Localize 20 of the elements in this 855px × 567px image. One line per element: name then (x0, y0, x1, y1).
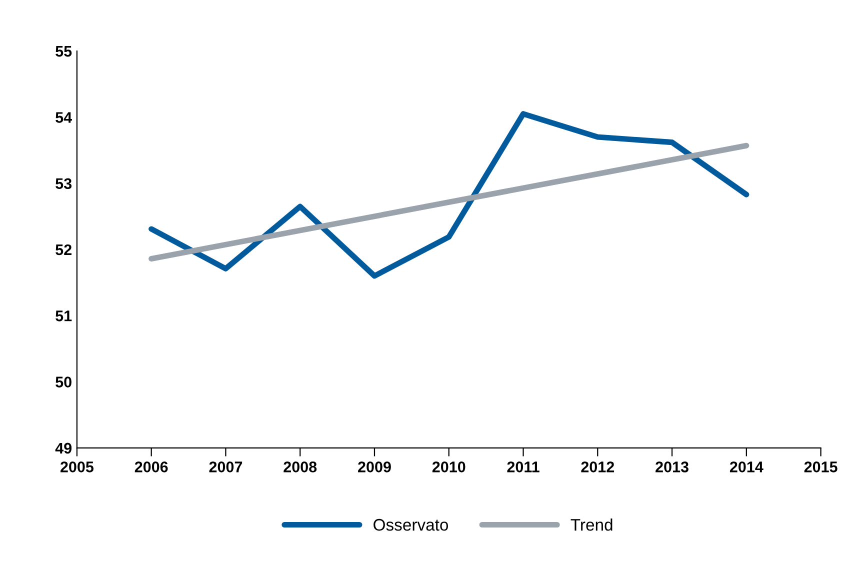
legend-label: Trend (570, 518, 612, 531)
x-tick-label: 2015 (804, 462, 838, 472)
y-tick-label: 54 (56, 112, 72, 123)
x-tick-label: 2008 (284, 462, 317, 472)
y-tick-label: 53 (56, 178, 72, 190)
x-tick-label: 2009 (358, 462, 391, 472)
y-tick-label: 49 (55, 442, 72, 454)
x-tick-label: 2006 (134, 462, 168, 472)
y-tick-label: 50 (56, 376, 72, 388)
x-tick-label: 2011 (507, 462, 540, 472)
x-tick-label: 2012 (581, 462, 614, 472)
x-tick-label: 2007 (209, 462, 242, 472)
legend-label: Osservato (374, 518, 448, 531)
x-tick-label: 2014 (730, 462, 764, 472)
y-tick-label: 51 (56, 310, 72, 322)
x-tick-label: 2005 (60, 462, 94, 472)
y-tick-label: 55 (56, 46, 72, 57)
x-tick-label: 2013 (656, 462, 688, 472)
y-tick-label: 52 (56, 244, 72, 256)
x-tick-label: 2010 (432, 462, 466, 472)
